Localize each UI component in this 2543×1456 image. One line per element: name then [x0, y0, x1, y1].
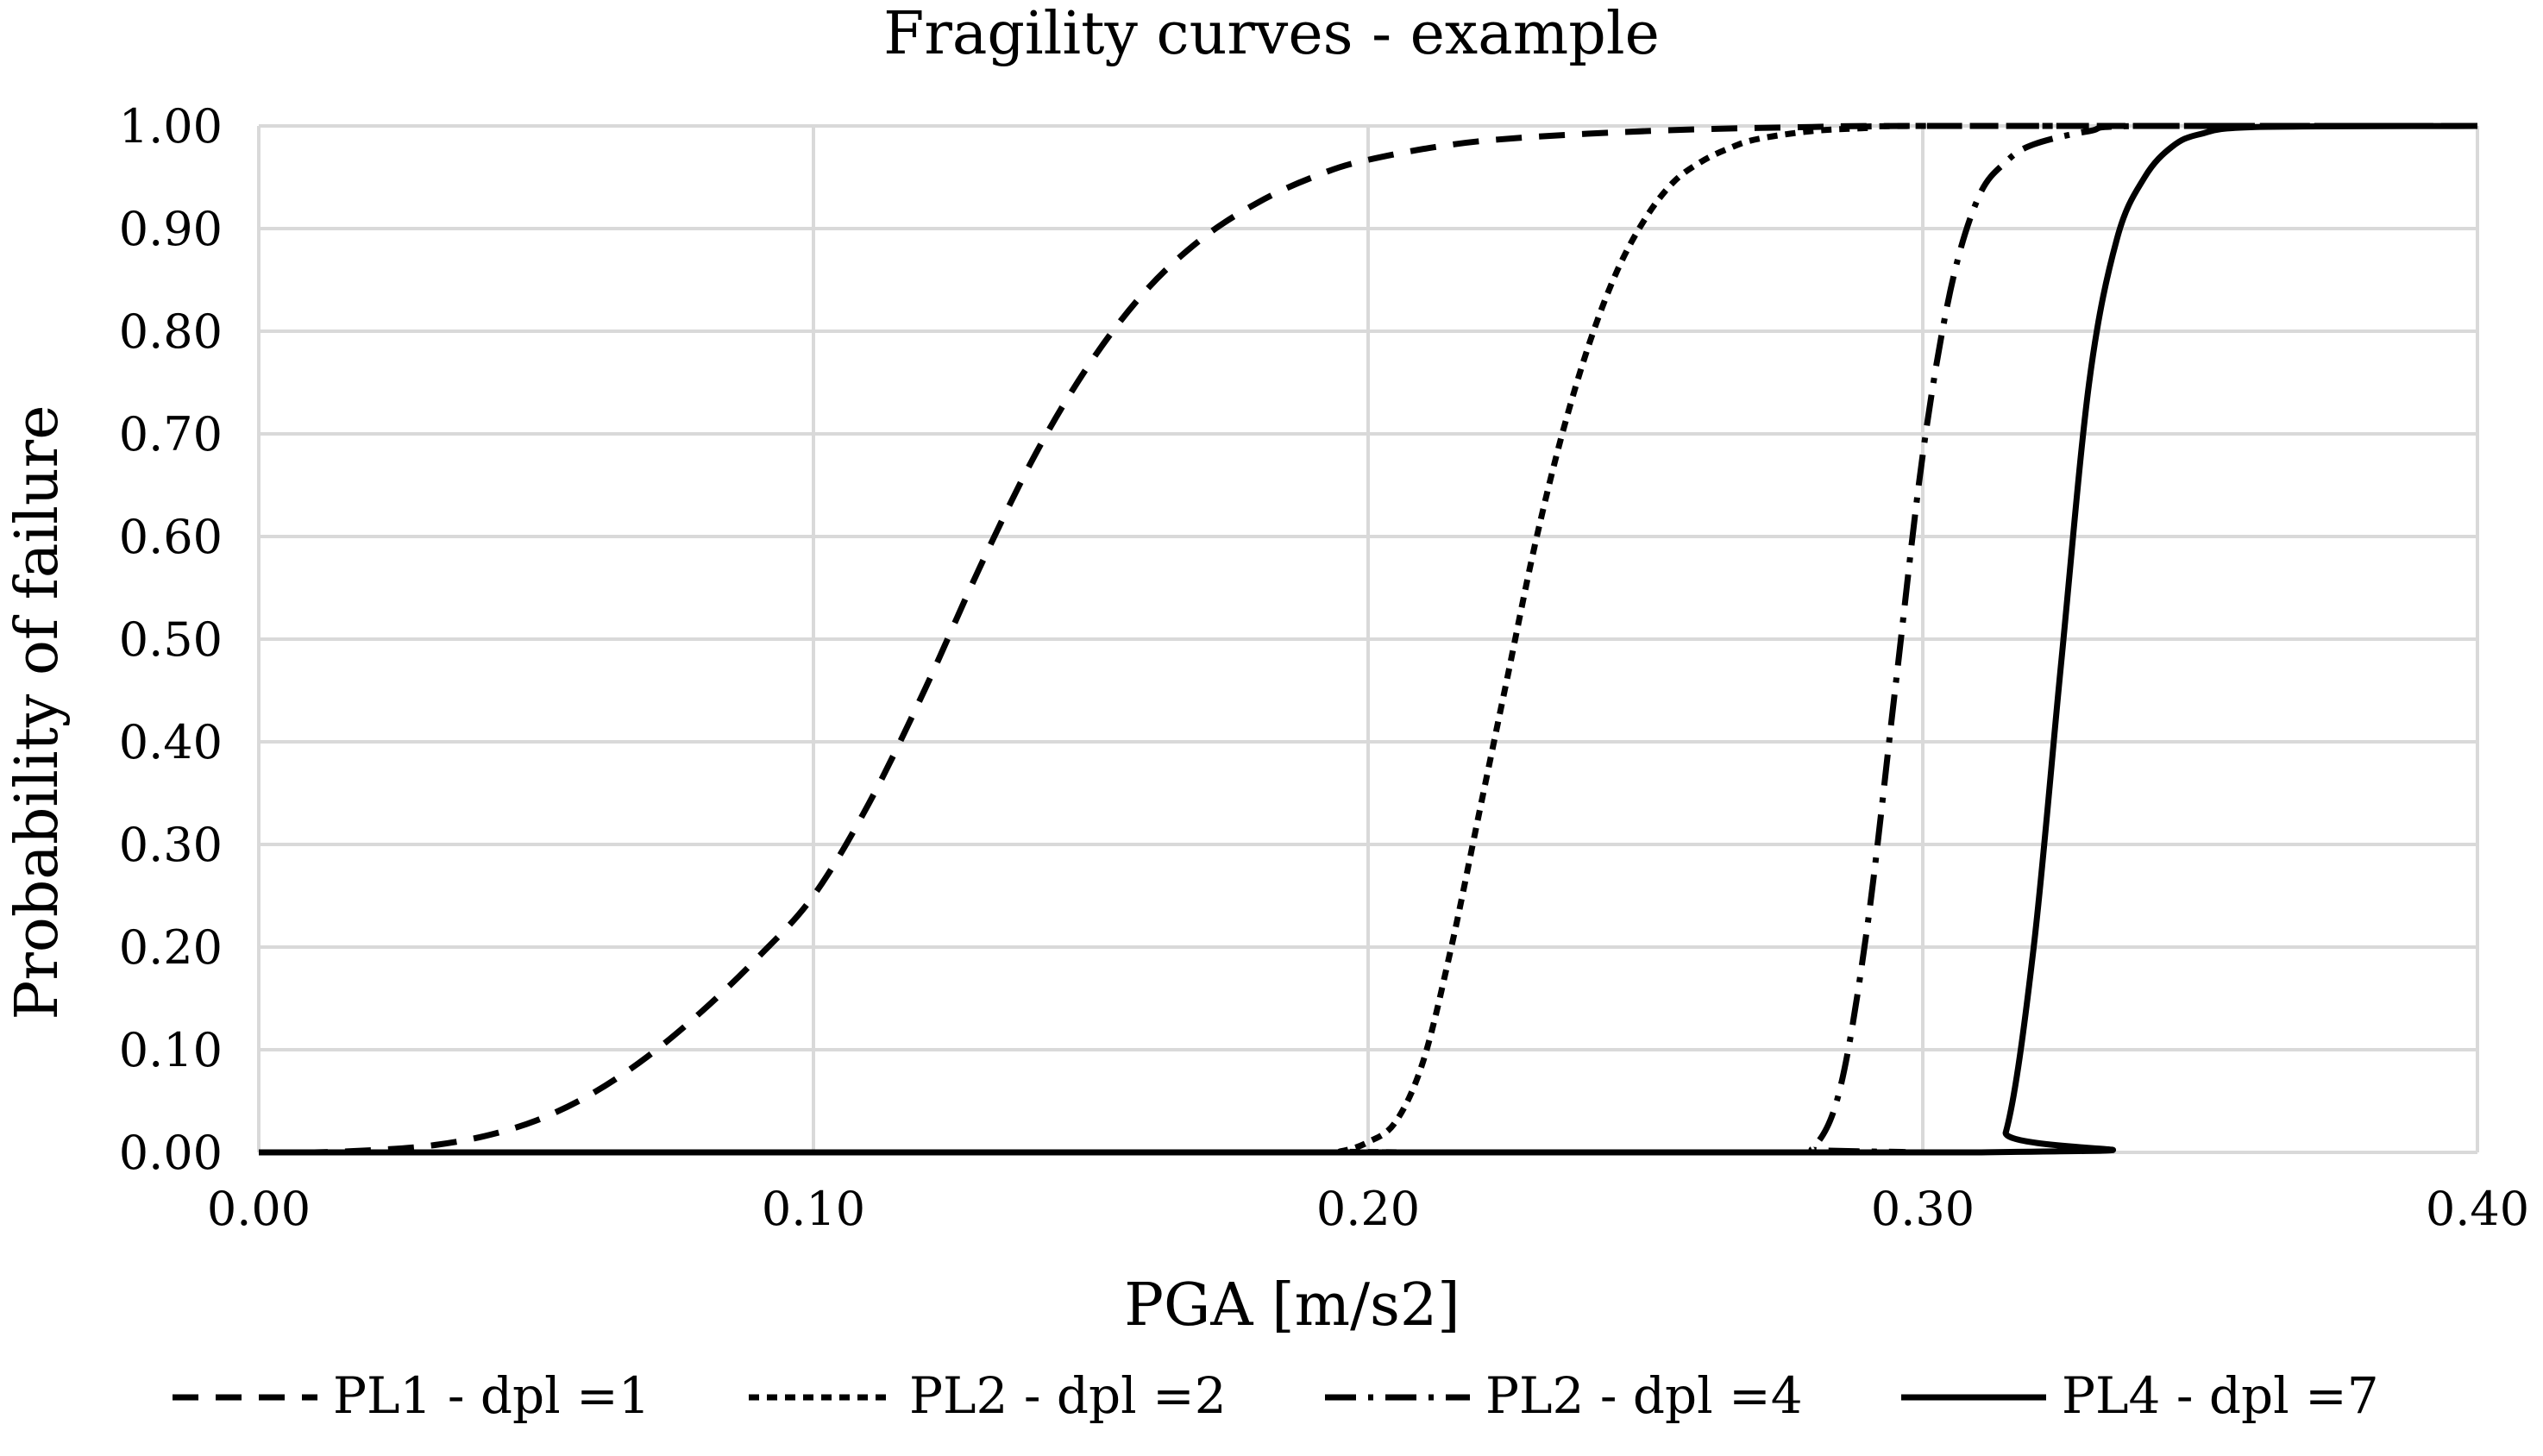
legend-label-1: PL1 - dpl =1	[333, 1366, 650, 1425]
series-line-1	[259, 122, 2477, 1156]
x-tick-label: 0.10	[762, 1182, 865, 1236]
y-axis-ticks: 0.00 0.10 0.20 0.30 0.40 0.50 0.60 0.70 0.80 0.90…	[119, 99, 223, 1180]
x-axis-title: PGA [m/s2]	[1124, 1271, 1460, 1340]
legend-label-4: PL4 - dpl =7	[2062, 1366, 2379, 1425]
x-tick-label: 0.20	[1316, 1182, 1420, 1236]
y-tick-label: 0.40	[119, 715, 223, 769]
x-tick-label: 0.00	[207, 1182, 311, 1236]
x-tick-label: 0.40	[2426, 1182, 2529, 1236]
x-tick-label: 0.30	[1871, 1182, 1975, 1236]
y-tick-label: 0.20	[119, 920, 223, 975]
y-axis-title: Probability of failure	[3, 405, 72, 1020]
y-tick-label: 0.90	[119, 202, 223, 256]
y-tick-label: 0.50	[119, 612, 223, 667]
legend-label-3: PL2 - dpl =4	[1485, 1366, 1803, 1425]
grid-lines	[257, 124, 2479, 1154]
y-tick-label: 0.00	[119, 1126, 223, 1180]
y-tick-label: 0.80	[119, 304, 223, 359]
y-tick-label: 1.00	[119, 99, 223, 154]
y-tick-label: 0.70	[119, 407, 223, 461]
x-axis-ticks: 0.00 0.10 0.20 0.30 0.40	[207, 1182, 2529, 1236]
y-tick-label: 0.10	[119, 1023, 223, 1077]
y-tick-label: 0.60	[119, 510, 223, 564]
y-tick-label: 0.30	[119, 818, 223, 872]
series-lines	[259, 122, 2478, 1156]
legend-label-2: PL2 - dpl =2	[909, 1366, 1227, 1425]
series-line-4	[259, 122, 2478, 1156]
legend: PL1 - dpl =1 PL2 - dpl =2 PL2 - dpl =4 PL4 …	[173, 1366, 2379, 1425]
chart-title: Fragility curves - example	[883, 0, 1660, 68]
